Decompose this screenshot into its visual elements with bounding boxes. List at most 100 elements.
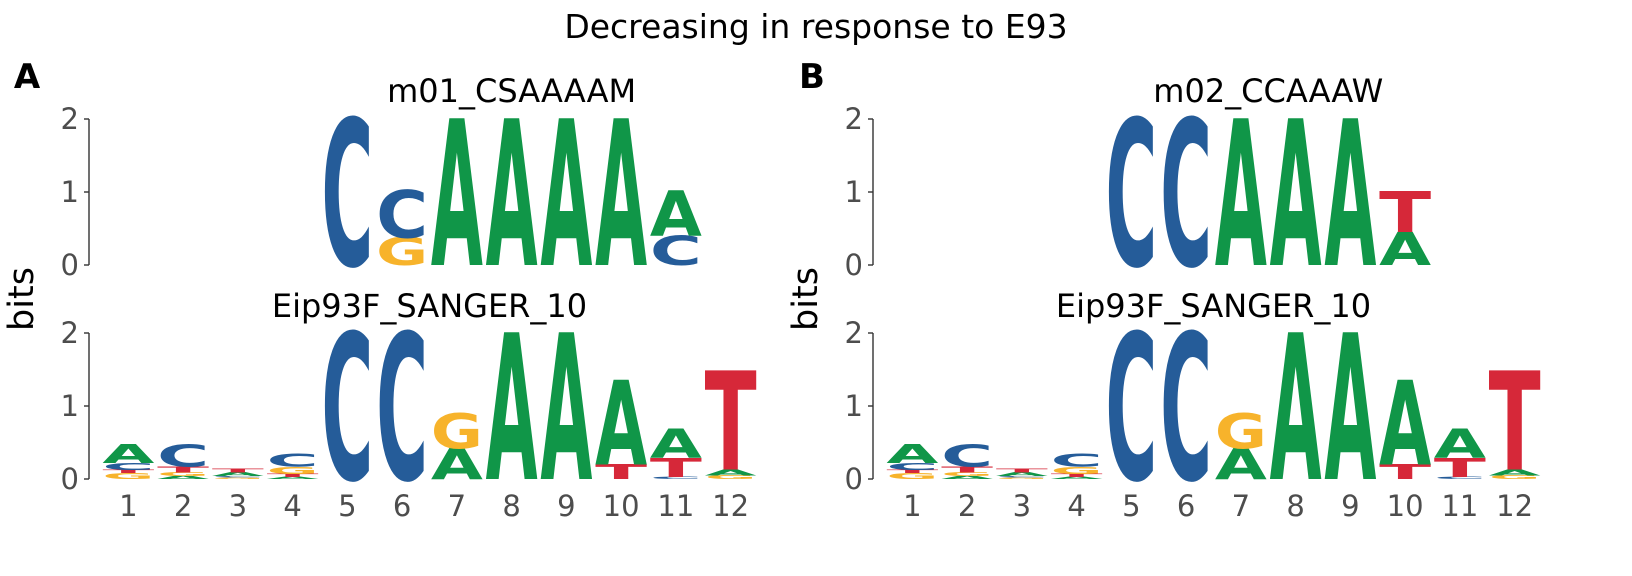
y-axis: 0 1 2 <box>61 102 90 282</box>
logo-letter-g: G <box>102 472 154 481</box>
y-tick-label: 0 <box>61 462 79 496</box>
x-tick-label: 4 <box>283 489 301 523</box>
logo-letter-a: A <box>1434 421 1486 468</box>
logo-letter-c: C <box>650 228 702 275</box>
logo-letter-g: G <box>941 471 993 477</box>
x-tick-label: 10 <box>1387 489 1424 523</box>
y-tick-label: 2 <box>61 102 79 136</box>
logo-letter-g: G <box>431 405 483 461</box>
logo-letter-c: C <box>941 438 993 473</box>
x-tick-label: 6 <box>393 489 411 523</box>
x-tick-label: 1 <box>903 489 921 523</box>
logo-letter-t: T <box>996 468 1048 474</box>
x-tick-label: 12 <box>1496 489 1533 523</box>
x-tick-label: 10 <box>603 489 640 523</box>
x-tick-label: 12 <box>712 489 749 523</box>
x-tick-label: 8 <box>502 489 520 523</box>
x-tick-label: 7 <box>448 489 466 523</box>
y-tick-label: 2 <box>61 316 79 350</box>
logo-letter-g: G <box>996 477 1048 479</box>
x-tick-label: 9 <box>1341 489 1359 523</box>
logo-letter-a: A <box>540 80 592 313</box>
logo-letter-g: G <box>157 471 209 477</box>
logo-letter-c: C <box>321 78 373 313</box>
x-axis: 1 2 3 4 5 6 7 8 9 10 11 12 <box>119 489 749 523</box>
logo-letter-a: A <box>650 421 702 468</box>
logo-letter-a: A <box>1324 294 1376 527</box>
logo-letter-t: T <box>102 469 154 474</box>
logo-letter-g: G <box>705 474 757 480</box>
y-tick-label: 0 <box>61 248 79 282</box>
logo-letter-a: A <box>595 358 647 493</box>
x-tick-label: 2 <box>958 489 976 523</box>
y-tick-label: 2 <box>845 102 863 136</box>
y-tick-label: 1 <box>61 175 79 209</box>
logo-letter-a: A <box>157 475 209 480</box>
logo-title: Eip93F_SANGER_10 <box>272 287 587 325</box>
logo-title: Eip93F_SANGER_10 <box>1056 287 1371 325</box>
logo-letter-g: G <box>267 465 319 477</box>
y-axis: 0 1 2 <box>845 316 874 496</box>
x-tick-label: 5 <box>1122 489 1140 523</box>
panel-letter: A <box>14 57 41 97</box>
logo-letter-t: T <box>886 469 938 474</box>
logo-letter-c: C <box>212 476 264 478</box>
logo-letter-a: A <box>486 294 538 527</box>
logo-letter-g: G <box>886 472 938 481</box>
x-tick-label: 8 <box>1286 489 1304 523</box>
logo-letter-a: A <box>1215 441 1268 490</box>
y-axis-label: bits <box>2 267 42 331</box>
y-tick-label: 2 <box>845 316 863 350</box>
logo-letter-c: C <box>321 292 373 527</box>
logo-letter-a: A <box>102 439 155 469</box>
logo-letter-c: C <box>650 476 702 480</box>
x-tick-label: 3 <box>229 489 247 523</box>
x-tick-label: 4 <box>1067 489 1085 523</box>
logo-letter-a: A <box>267 476 319 479</box>
logo-letter-c: C <box>1160 78 1212 313</box>
logo-letter-c: C <box>157 438 209 473</box>
x-tick-label: 2 <box>174 489 192 523</box>
logo-letter-t: T <box>1051 473 1103 478</box>
x-tick-label: 6 <box>1177 489 1195 523</box>
logo-letter-a: A <box>886 439 939 469</box>
y-tick-label: 0 <box>845 462 863 496</box>
logo-letter-c: C <box>1434 476 1486 480</box>
logo-letter-t: T <box>267 473 319 478</box>
logo-letter-t: T <box>212 468 264 474</box>
logo-letter-g: G <box>376 230 428 275</box>
logo-letter-a: A <box>595 80 647 313</box>
logo-letter-a: A <box>1379 358 1431 493</box>
logo-letter-g: G <box>1215 405 1267 461</box>
logo-letter-a: A <box>1270 80 1322 313</box>
logo-letter-a: A <box>650 179 702 251</box>
logo-letter-t: T <box>1379 180 1431 246</box>
logo-letter-t: T <box>1489 344 1541 502</box>
y-axis: 0 1 2 <box>845 102 874 282</box>
logo-letter-c: C <box>886 461 938 473</box>
logo-letter-c: C <box>267 450 319 471</box>
logo-letter-a: A <box>431 80 483 313</box>
x-tick-label: 7 <box>1232 489 1250 523</box>
logo-letter-g: G <box>212 477 264 479</box>
logo-letter-a: A <box>1270 294 1322 527</box>
logo-letter-t: T <box>650 453 702 483</box>
logo-letter-a: A <box>705 468 757 477</box>
logo-letter-a: A <box>486 80 538 313</box>
logo-letter-c: C <box>996 476 1048 478</box>
y-axis: 0 1 2 <box>61 316 90 496</box>
logo-letter-c: C <box>1105 78 1157 313</box>
logo-letter-a: A <box>1489 468 1541 477</box>
logo-letter-c: C <box>1160 292 1212 527</box>
logo-letter-g: G <box>1051 465 1103 477</box>
logo-letter-t: T <box>1379 461 1431 484</box>
logo-letter-t: T <box>941 465 993 474</box>
logo-letter-a: A <box>1324 80 1376 313</box>
x-tick-label: 9 <box>557 489 575 523</box>
